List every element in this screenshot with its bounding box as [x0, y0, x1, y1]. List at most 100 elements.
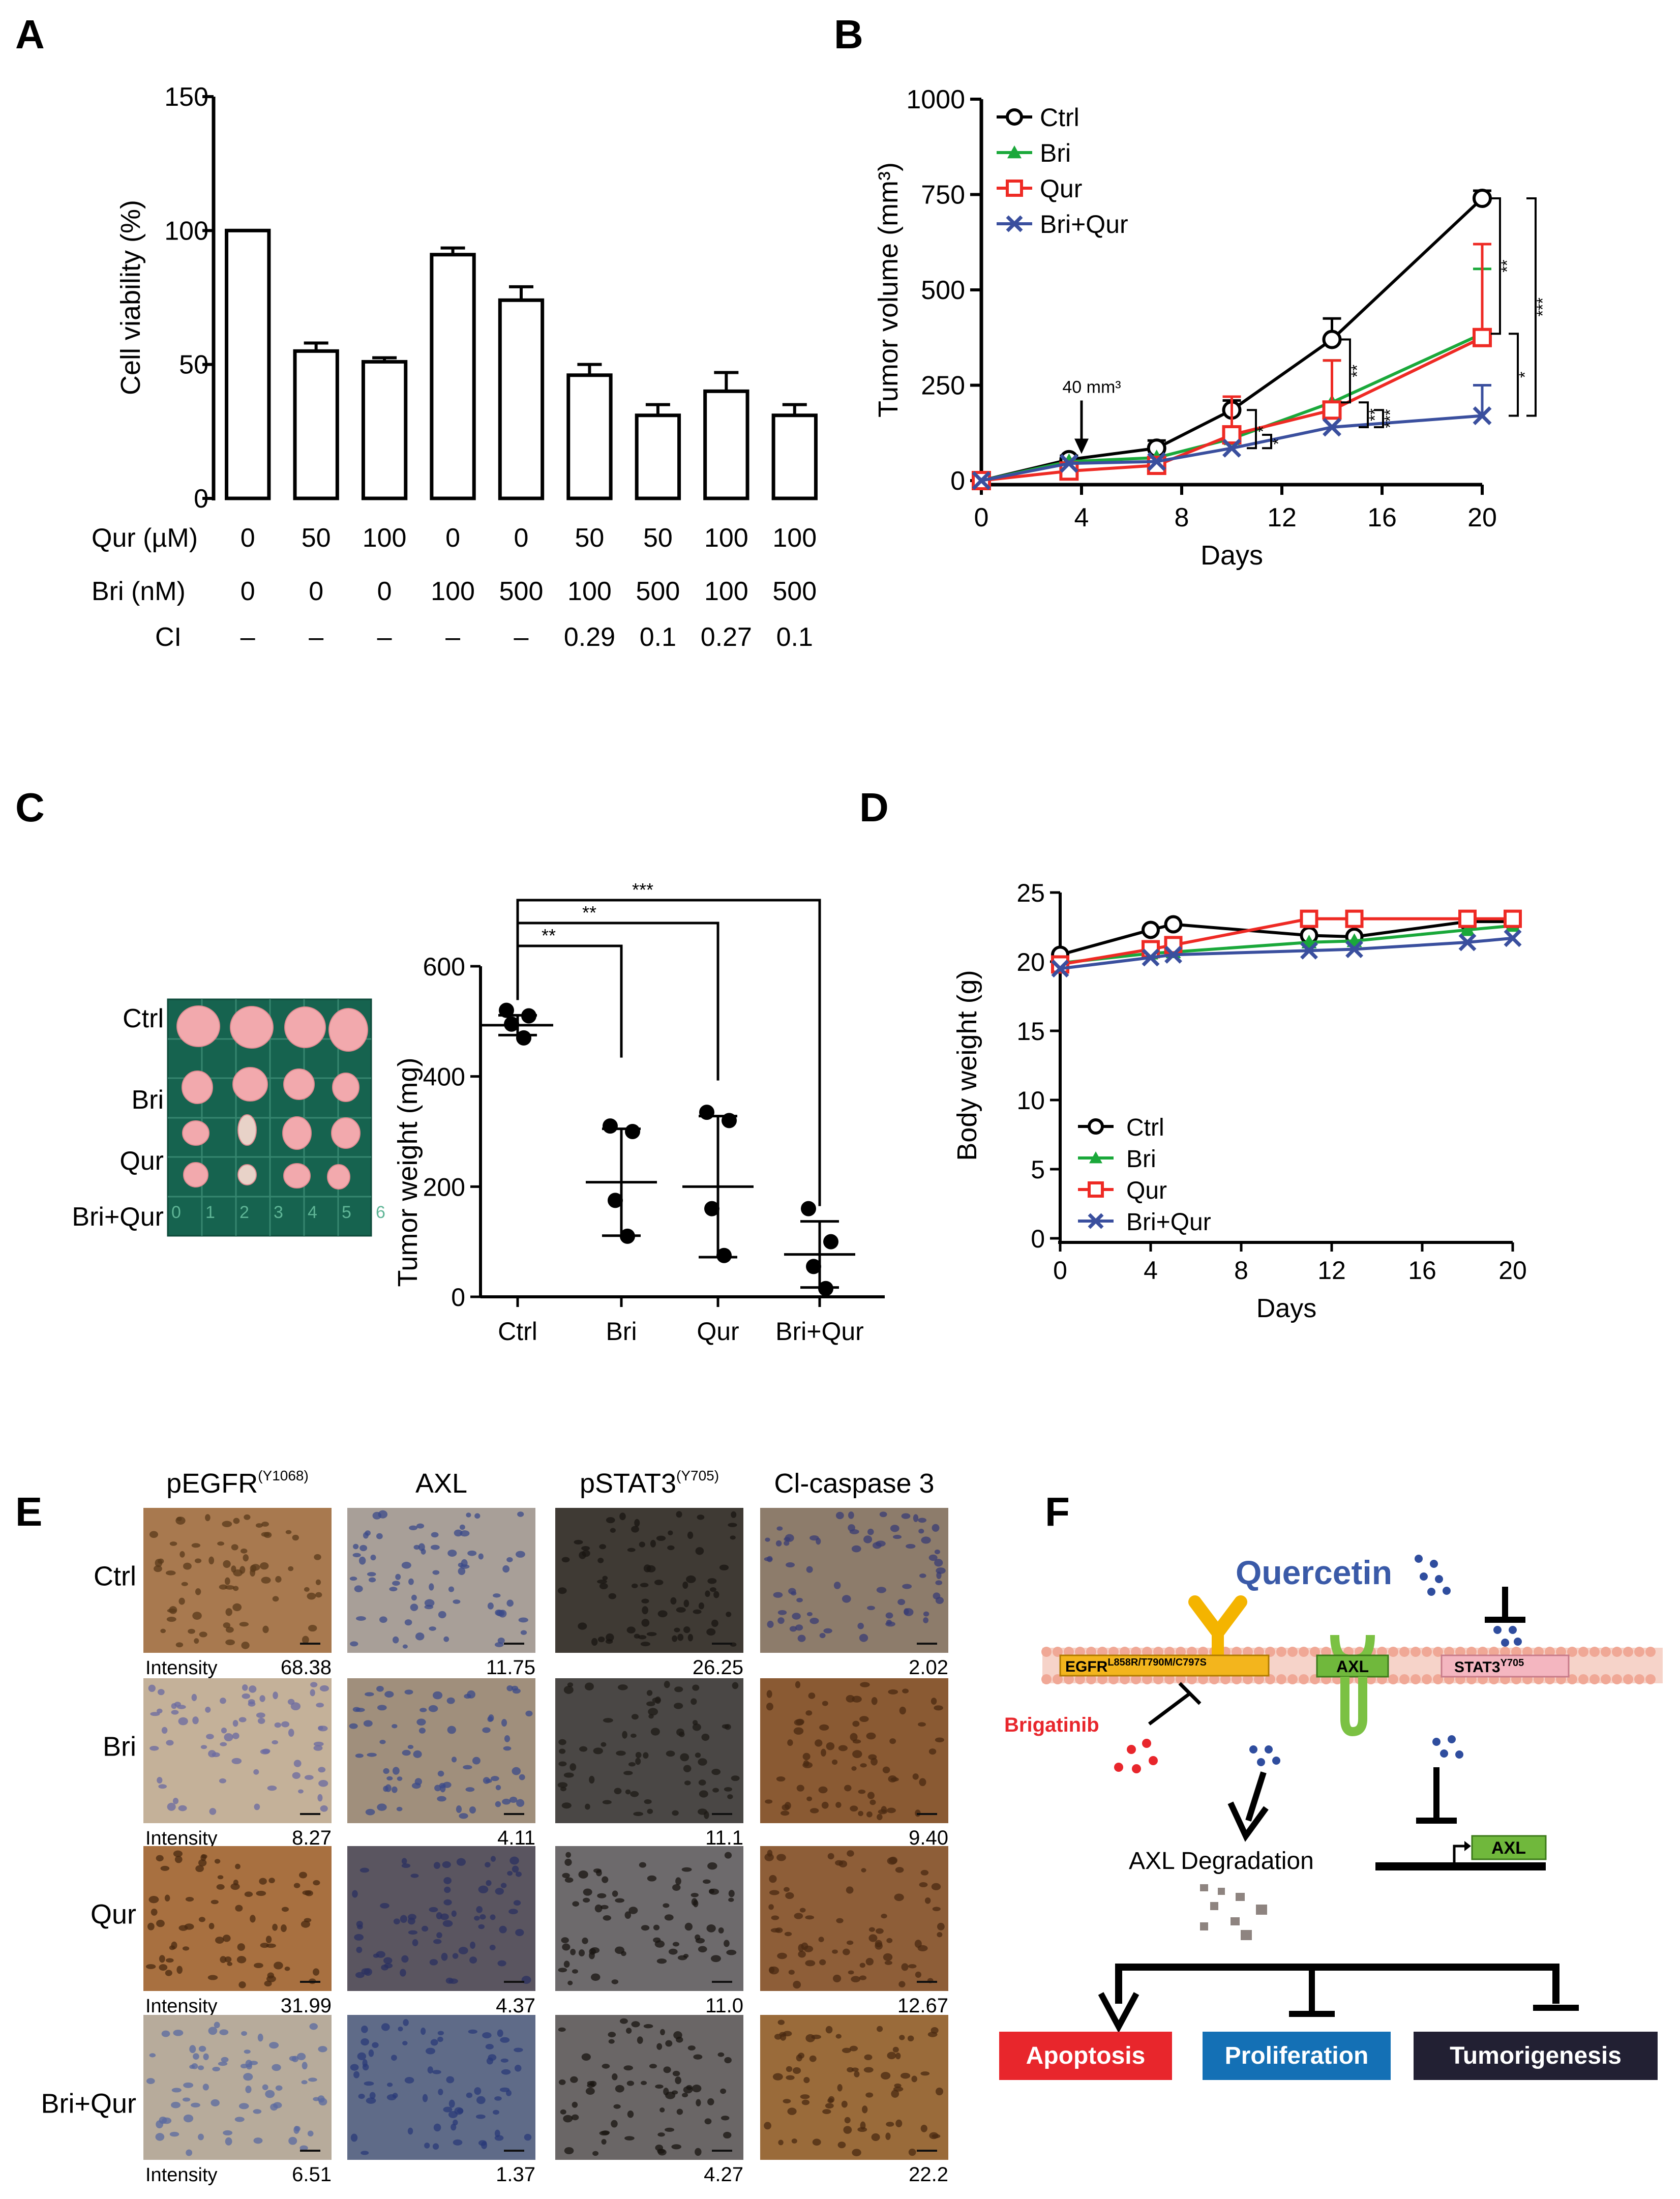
nucleus: [478, 1924, 485, 1929]
nucleus: [792, 1613, 801, 1620]
nucleus: [191, 2102, 200, 2108]
nucleus: [298, 1871, 307, 1879]
nucleus: [606, 1517, 615, 1524]
nucleus: [217, 1875, 224, 1880]
nucleus: [516, 1799, 525, 1807]
bar: [430, 253, 476, 500]
nucleus: [178, 1597, 185, 1605]
nucleus: [211, 2099, 220, 2106]
nucleus: [289, 2056, 297, 2061]
outcome-label: Apoptosis: [1026, 2042, 1146, 2069]
nucleus: [257, 1717, 265, 1724]
nucleus: [358, 2094, 365, 2099]
lipid-head: [1220, 1674, 1231, 1684]
nucleus: [356, 1946, 363, 1953]
lipid-head: [1276, 1674, 1286, 1684]
nucleus: [786, 2066, 793, 2072]
nucleus: [465, 1787, 475, 1792]
ihc-background: [143, 2015, 332, 2160]
nucleus: [918, 1722, 926, 1727]
nucleus: [866, 1732, 876, 1740]
ci-value: –: [241, 622, 255, 652]
lipid-head: [1198, 1674, 1208, 1684]
nucleus: [665, 2091, 676, 2099]
nucleus: [318, 1779, 328, 1787]
nucleus: [421, 2027, 426, 2035]
nucleus: [819, 1724, 829, 1731]
nucleus: [358, 1556, 366, 1565]
nucleus: [198, 2045, 206, 2052]
nucleus: [691, 1698, 697, 1705]
nucleus: [453, 1599, 461, 1604]
nucleus: [559, 1748, 566, 1754]
nucleus: [857, 1622, 864, 1629]
nucleus: [365, 1808, 375, 1816]
nucleus: [409, 1525, 418, 1531]
data-point: [1300, 909, 1318, 928]
nucleus: [222, 1521, 232, 1527]
nucleus: [483, 1777, 490, 1784]
legend-marker: [1088, 1213, 1104, 1229]
nucleus: [672, 1810, 679, 1816]
series-line: [981, 197, 1484, 482]
y-tick-label: 100: [164, 216, 208, 246]
nucleus: [611, 1979, 619, 1984]
nucleus: [692, 2085, 702, 2093]
legend-label: Bri: [1126, 1146, 1156, 1173]
nucleus: [368, 1577, 376, 1583]
legend-label: Bri: [1040, 139, 1071, 167]
nucleus: [443, 1899, 452, 1906]
nucleus: [161, 1727, 168, 1734]
legend-label: Qur: [1126, 1177, 1167, 1204]
nucleus: [217, 1541, 225, 1546]
nucleus: [476, 2096, 486, 2104]
nucleus: [935, 1580, 943, 1586]
significance-bracket: [1509, 333, 1519, 417]
nucleus: [801, 1942, 808, 1950]
data-point: [1473, 406, 1492, 425]
nucleus: [655, 2084, 664, 2089]
nucleus: [783, 2099, 791, 2104]
lipid-head: [1623, 1647, 1633, 1657]
ihc-background: [760, 1846, 948, 1991]
nucleus: [637, 2036, 643, 2044]
nucleus: [593, 1747, 604, 1755]
nucleus: [178, 1717, 188, 1726]
nucleus: [418, 1543, 425, 1551]
nucleus: [414, 1778, 423, 1786]
nucleus: [601, 2138, 607, 2145]
nucleus: [299, 2145, 308, 2151]
photo-row-label: Bri: [131, 1085, 164, 1115]
nucleus: [221, 2057, 229, 2063]
nucleus: [447, 1550, 457, 1557]
data-point: [603, 1118, 618, 1134]
ci-value: 0.27: [701, 622, 752, 652]
nucleus: [899, 1706, 906, 1715]
nucleus: [384, 1691, 394, 1698]
ihc-image: [347, 2015, 535, 2160]
nucleus: [920, 2124, 927, 2132]
nucleus: [352, 1553, 361, 1558]
nucleus: [220, 1698, 226, 1704]
nucleus: [293, 1760, 302, 1767]
nucleus: [728, 1523, 737, 1527]
data-point: [1300, 941, 1318, 960]
nucleus: [259, 1562, 269, 1570]
nucleus: [605, 1639, 613, 1644]
lipid-head: [1612, 1674, 1622, 1684]
lipid-head: [1634, 1674, 1644, 1684]
nucleus: [389, 1587, 398, 1592]
significance-bracket: [516, 944, 623, 1058]
ci-value: 0.1: [776, 622, 813, 652]
nucleus: [191, 1693, 197, 1701]
nucleus: [269, 2042, 279, 2049]
stat3-protein: STAT3Y705: [1441, 1654, 1570, 1678]
nucleus: [627, 2110, 634, 2118]
lipid-head: [1131, 1647, 1141, 1657]
nucleus: [175, 1642, 184, 1648]
nucleus: [912, 1773, 919, 1780]
x-tick-label: 0: [974, 503, 989, 532]
nucleus: [663, 2066, 671, 2073]
lipid-head: [1176, 1674, 1186, 1684]
nucleus: [166, 1570, 176, 1576]
